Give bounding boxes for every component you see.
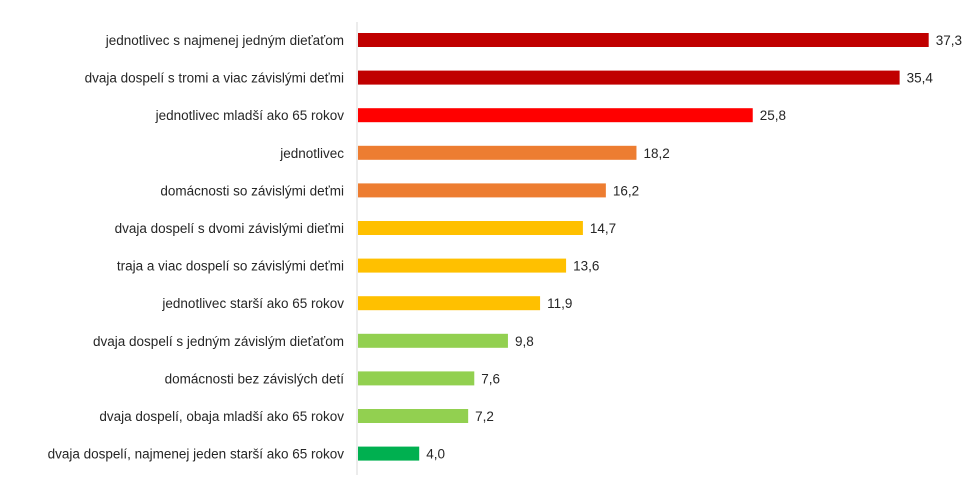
category-label: domácnosti bez závislých detí	[165, 371, 345, 386]
bar	[358, 108, 753, 123]
data-label: 11,9	[547, 296, 572, 311]
data-label: 14,7	[590, 221, 616, 236]
bar	[358, 446, 420, 461]
category-label: jednotlivec s najmenej jedným dieťaťom	[105, 33, 344, 48]
bar	[358, 145, 637, 160]
category-label: dvaja dospelí s tromi a viac závislými d…	[85, 71, 344, 86]
category-label: dvaja dospelí s jedným závislým dieťaťom	[93, 334, 344, 349]
data-label: 7,2	[475, 409, 494, 424]
bar	[358, 296, 541, 311]
category-label: jednotlivec	[279, 146, 344, 161]
category-label: dvaja dospelí, obaja mladší ako 65 rokov	[99, 409, 344, 424]
category-label: jednotlivec starší ako 65 rokov	[161, 296, 344, 311]
data-label: 18,2	[643, 146, 669, 161]
bar	[358, 258, 567, 273]
bar	[358, 70, 900, 85]
data-label: 16,2	[613, 183, 639, 198]
category-label: jednotlivec mladší ako 65 rokov	[155, 108, 345, 123]
data-label: 13,6	[573, 259, 599, 274]
category-label: dvaja dospelí s dvomi závislými dieťmi	[115, 221, 344, 236]
category-label: traja a viac dospelí so závislými deťmi	[117, 259, 344, 274]
bar	[358, 33, 929, 47]
data-label: 9,8	[515, 334, 534, 349]
category-label: dvaja dospelí, najmenej jeden starší ako…	[48, 447, 345, 462]
data-label: 7,6	[481, 371, 500, 386]
category-label: domácnosti so závislými deťmi	[160, 183, 344, 198]
data-label: 25,8	[760, 108, 786, 123]
bar	[358, 221, 583, 235]
bar	[358, 333, 508, 348]
data-label: 37,3	[936, 33, 962, 48]
bar	[358, 183, 606, 198]
bars-group: jednotlivec s najmenej jedným dieťaťom 37…	[48, 33, 962, 462]
bar	[358, 371, 475, 386]
bar	[358, 409, 469, 423]
data-label: 4,0	[426, 447, 445, 462]
data-label: 35,4	[907, 71, 934, 86]
